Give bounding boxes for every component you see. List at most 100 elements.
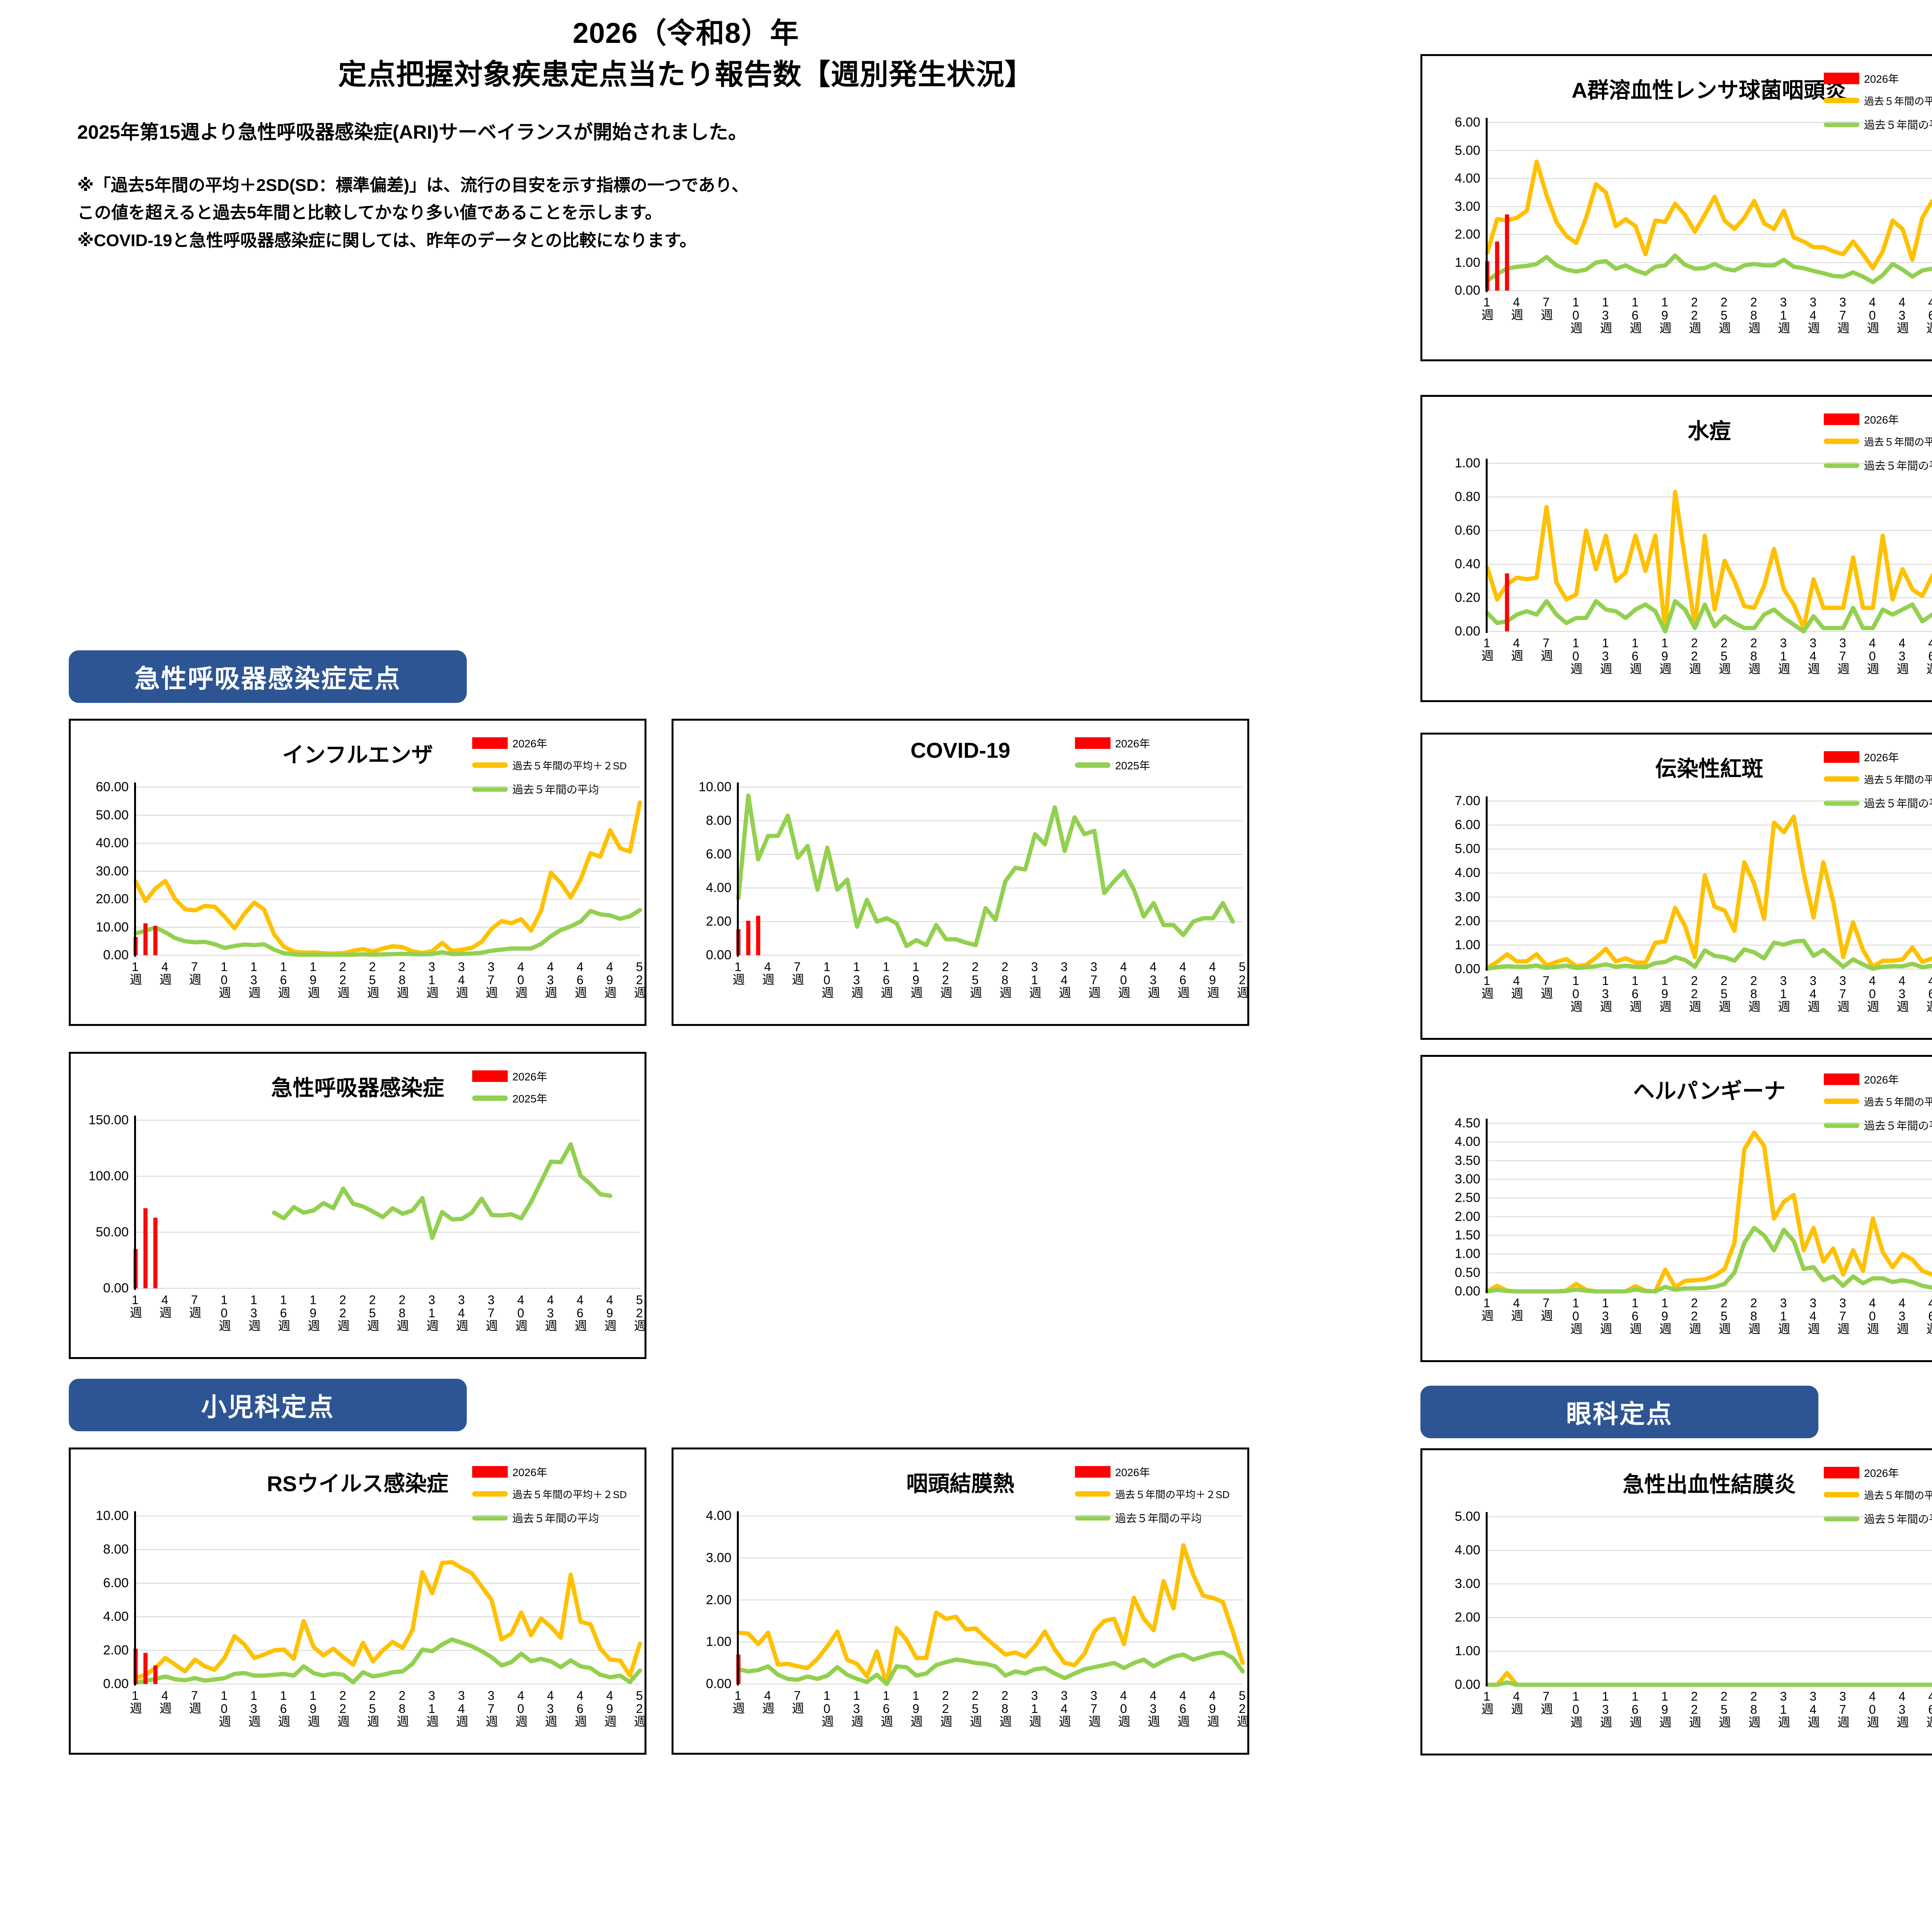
y-axis-line	[1486, 796, 1488, 971]
x-axis-tick-label: 16週	[276, 1293, 291, 1331]
y-axis-tick-label: 2.00	[706, 1592, 731, 1607]
x-axis-tick-label: 34週	[1806, 1296, 1820, 1334]
x-axis-tick-label: 10週	[217, 1293, 231, 1331]
legend-entry: 2026年	[1075, 733, 1241, 753]
x-axis-tick-label: 13週	[849, 1689, 864, 1726]
x-axis-tick-label: 10週	[820, 960, 834, 998]
legend-swatch-line-sd	[472, 1491, 508, 1497]
x-axis-tick-label: 16週	[1628, 1689, 1642, 1727]
x-axis-tick-label: 7週	[790, 960, 804, 985]
y-axis-tick-label: 20.00	[95, 891, 129, 907]
legend-label: 2026年	[1115, 738, 1150, 750]
y-axis-tick-label: 0.40	[1454, 556, 1480, 572]
y-axis-tick-label: 1.00	[1454, 1643, 1480, 1658]
legend-entry: 2026年	[1824, 1463, 1932, 1483]
x-axis-tick-label: 22週	[1687, 636, 1702, 674]
chart-legend-influenza: 2026年 過去５年間の平均＋２SD 過去５年間の平均	[472, 733, 638, 801]
y-axis-tick-label: 0.00	[706, 1676, 731, 1691]
x-axis-tick-label: 46週	[1925, 636, 1932, 674]
chart-legend-pharyngoconjunctival-fever: 2026年 過去５年間の平均＋２SD 過去５年間の平均	[1075, 1462, 1241, 1530]
x-axis-tick-label: 13週	[1598, 1296, 1612, 1334]
y-axis-tick-label: 4.00	[103, 1609, 129, 1624]
y-axis-tick-label: 50.00	[95, 808, 129, 822]
note-line-1: ※「過去5年間の平均＋2SD(SD：標準偏差)」は、流行の目安を示す指標の一つで…	[77, 176, 749, 195]
x-axis-tick-label: 7週	[790, 1689, 804, 1713]
legend-label: 過去５年間の平均＋２SD	[1864, 1489, 1932, 1501]
y-axis-line	[134, 1511, 136, 1686]
y-axis-tick-label: 100.00	[88, 1169, 129, 1184]
legend-label: 過去５年間の平均	[1864, 119, 1932, 131]
legend-label: 2026年	[1864, 73, 1899, 85]
x-axis-tick-label: 28週	[1747, 1689, 1761, 1727]
chart-title-covid19: COVID-19	[910, 738, 1010, 762]
x-axis-tick-label: 16週	[1628, 974, 1642, 1012]
x-axis-tick-label: 1週	[731, 960, 745, 985]
x-axis-tick-label: 37週	[484, 1293, 498, 1331]
legend-label: 2026年	[1864, 414, 1899, 426]
x-axis-tick-label: 16週	[879, 960, 893, 998]
x-axis-tick-label: 37週	[1087, 1689, 1101, 1726]
x-axis-tick-label: 37週	[1835, 974, 1850, 1012]
x-axis-tick-label: 40週	[1865, 295, 1879, 333]
chart-title-herpangina: ヘルパンギーナ	[1633, 1079, 1786, 1103]
chart-title-varicella: 水痘	[1687, 419, 1731, 443]
x-axis-tick-label: 1週	[1480, 1296, 1494, 1321]
x-axis-tick-label: 19週	[1658, 295, 1672, 333]
x-axis-tick-label: 25週	[1717, 295, 1731, 333]
legend-swatch-line-sd	[1075, 1491, 1111, 1497]
x-axis-labels-group-a-strep: 1週 4週 7週 10週 13週 16週 19週 22週 25週 28週 31週 34週 37週 40週 4…	[1480, 295, 1932, 359]
x-axis-labels-ari: 1週 4週 7週 10週 13週 16週 19週 22週 25週 28週 31週 34週 37週 40週 4…	[128, 1293, 645, 1357]
y-axis-tick-label: 3.00	[1454, 1576, 1480, 1591]
x-axis-labels-acute-hemorrhagic-conjunctivitis: 1週 4週 7週 10週 13週 16週 19週 22週 25週 28週 31週 34週 37週 40週 4…	[1480, 1689, 1932, 1754]
x-axis-tick-label: 43週	[1895, 1296, 1909, 1334]
chart-title-pharyngoconjunctival-fever: 咽頭結膜熱	[906, 1471, 1015, 1496]
x-axis-tick-label: 10週	[1569, 295, 1583, 333]
x-axis-labels-rsv: 1週 4週 7週 10週 13週 16週 19週 22週 25週 28週 31週 34週 37週 40週 4…	[128, 1689, 645, 1753]
page-title-year: 2026（令和8）年	[573, 17, 799, 49]
section-header-pediatric: 小児科定点	[69, 1379, 467, 1431]
legend-swatch-bar-2026	[472, 737, 508, 749]
chart-card-ari: 急性呼吸器感染症 2026年 2025年 0.00 50.00 100.00 150.00 1…	[69, 1052, 646, 1359]
y-axis-tick-label: 4.00	[706, 1508, 731, 1523]
x-axis-tick-label: 28週	[1747, 974, 1761, 1012]
x-axis-tick-label: 10週	[1569, 1296, 1583, 1334]
legend-entry: 過去５年間の平均	[1075, 1506, 1241, 1530]
legend-entry: 過去５年間の平均＋２SD	[1824, 429, 1932, 453]
legend-swatch-bar-2026	[1075, 737, 1111, 749]
y-axis-tick-label: 7.00	[1454, 793, 1480, 808]
y-axis-tick-label: 4.00	[1454, 865, 1480, 880]
page-title-main: 定点把握対象疾患定点当たり報告数【週別発生状況】	[338, 58, 1034, 90]
x-axis-tick-label: 22週	[1687, 1689, 1702, 1727]
legend-entry: 2026年	[1824, 1069, 1932, 1089]
x-axis-tick-label: 4週	[158, 1689, 172, 1713]
y-axis-tick-label: 1.00	[1454, 456, 1480, 471]
x-axis-tick-label: 13週	[247, 1293, 261, 1331]
x-axis-tick-label: 10週	[1569, 636, 1583, 674]
plot-area-group-a-strep	[1485, 122, 1932, 291]
x-axis-tick-label: 37週	[1835, 295, 1850, 333]
x-axis-tick-label: 7週	[1539, 636, 1553, 661]
intro-text: 2025年第15週より急性呼吸器感染症(ARI)サーベイランスが開始されました。	[77, 121, 748, 143]
x-axis-tick-label: 25週	[1717, 1689, 1731, 1727]
legend-swatch-bar-2026	[1824, 413, 1859, 425]
legend-entry: 過去５年間の平均＋２SD	[1824, 88, 1932, 112]
x-axis-tick-label: 46週	[1176, 1689, 1190, 1726]
x-axis-tick-label: 25週	[365, 1293, 379, 1331]
x-axis-tick-label: 40週	[1865, 636, 1879, 674]
y-axis-tick-label: 50.00	[95, 1225, 129, 1240]
document-header: 2026（令和8）年 定点把握対象疾患定点当たり報告数【週別発生状況】 2025…	[77, 15, 1294, 254]
x-axis-tick-label: 4週	[1509, 1296, 1524, 1321]
x-axis-tick-label: 25週	[1717, 1296, 1731, 1334]
plot-area-covid19	[736, 786, 1243, 956]
y-axis-tick-label: 10.00	[95, 920, 129, 934]
x-axis-tick-label: 43週	[1146, 960, 1160, 998]
y-axis-tick-label: 0.00	[1454, 283, 1480, 298]
x-axis-tick-label: 7週	[1539, 295, 1553, 320]
legend-swatch-line-average	[472, 1515, 508, 1521]
x-axis-tick-label: 40週	[514, 960, 528, 998]
x-axis-tick-label: 19週	[1658, 1689, 1672, 1727]
